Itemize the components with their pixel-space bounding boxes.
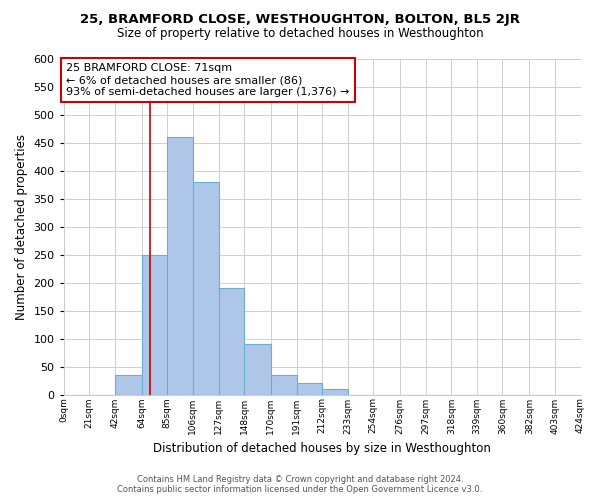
Bar [218, 288, 244, 395]
Bar [142, 254, 167, 394]
Text: Contains HM Land Registry data © Crown copyright and database right 2024.
Contai: Contains HM Land Registry data © Crown c… [118, 474, 482, 494]
Text: 25 BRAMFORD CLOSE: 71sqm
← 6% of detached houses are smaller (86)
93% of semi-de: 25 BRAMFORD CLOSE: 71sqm ← 6% of detache… [66, 64, 350, 96]
Y-axis label: Number of detached properties: Number of detached properties [15, 134, 28, 320]
Bar [322, 389, 347, 394]
X-axis label: Distribution of detached houses by size in Westhoughton: Distribution of detached houses by size … [153, 442, 491, 455]
Bar [115, 375, 142, 394]
Bar [193, 182, 218, 394]
Text: 25, BRAMFORD CLOSE, WESTHOUGHTON, BOLTON, BL5 2JR: 25, BRAMFORD CLOSE, WESTHOUGHTON, BOLTON… [80, 12, 520, 26]
Bar [244, 344, 271, 395]
Bar [271, 375, 296, 394]
Bar [296, 384, 322, 394]
Bar [167, 138, 193, 394]
Text: Size of property relative to detached houses in Westhoughton: Size of property relative to detached ho… [116, 28, 484, 40]
